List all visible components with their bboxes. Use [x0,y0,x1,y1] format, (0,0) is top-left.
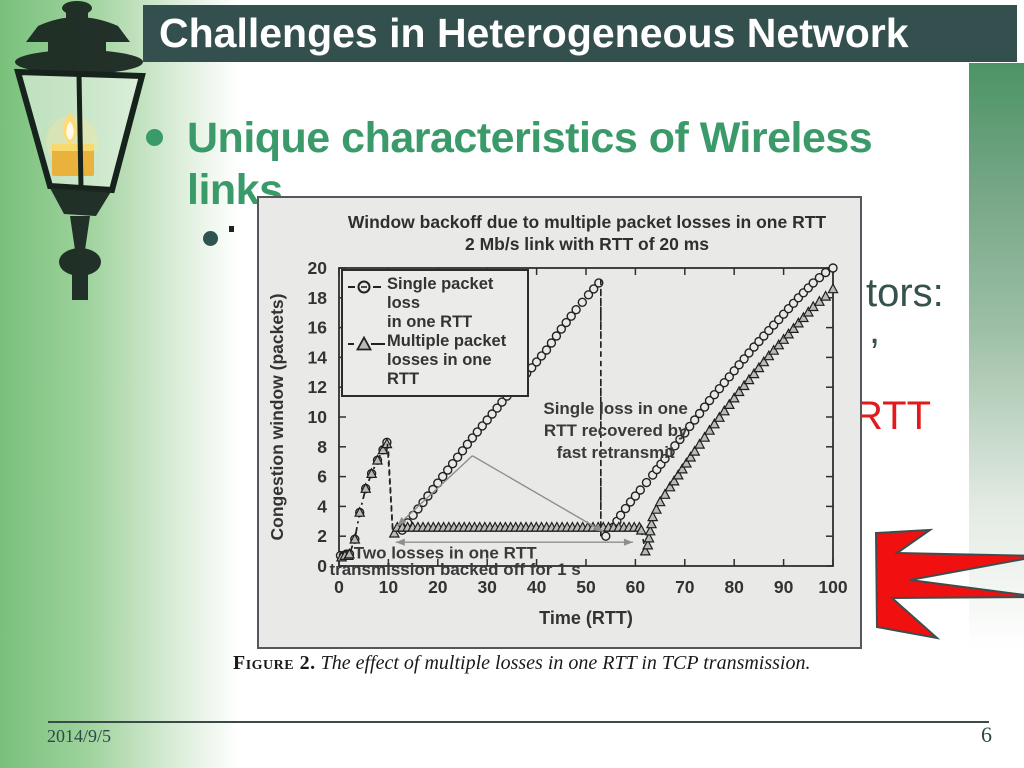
sub-bullet-marker [203,231,218,246]
svg-text:Two losses in one RTT: Two losses in one RTT [354,544,538,563]
svg-text:80: 80 [724,577,744,597]
svg-text:70: 70 [675,577,695,597]
footer-date: 2014/9/5 [47,726,112,746]
svg-text:90: 90 [774,577,794,597]
svg-text:60: 60 [626,577,646,597]
legend-label: Single packet loss in one RTT [387,275,494,331]
chart-title: Window backoff due to multiple packet lo… [347,212,827,232]
svg-text:2: 2 [317,526,327,546]
svg-text:30: 30 [477,577,497,597]
figure-caption-label: Figure 2. [233,652,316,674]
svg-text:0: 0 [334,577,344,597]
occluded-text-fragment-1: tors: [866,271,944,315]
legend-marker-circle-icon [348,280,381,294]
svg-text:6: 6 [317,467,327,487]
svg-text:transmission backed off for 1: transmission backed off for 1 s [329,560,580,579]
svg-text:12: 12 [308,377,328,397]
svg-text:18: 18 [308,288,328,308]
svg-text:4: 4 [317,496,327,516]
svg-text:100: 100 [818,577,847,597]
svg-text:20: 20 [428,577,448,597]
plot-area: 0 10 20 30 40 50 60 70 80 90 100 0 2 4 6 8 10 12 14 16 18 20 T… [267,258,848,628]
svg-text:10: 10 [379,577,399,597]
main-bullet: Unique characteristics of Wireless links [146,112,976,216]
svg-text:Congestion window (packets): Congestion window (packets) [267,294,287,541]
legend-marker-triangle-icon [348,335,385,351]
figure-caption: Figure 2. The effect of multiple losses … [233,652,865,675]
svg-text:14: 14 [308,347,328,367]
svg-text:RTT recovered by: RTT recovered by [544,421,688,440]
svg-text:10: 10 [308,407,328,427]
figure-caption-text: The effect of multiple losses in one RTT… [320,652,811,674]
lantern-image [14,1,146,300]
chart-subtitle: 2 Mb/s link with RTT of 20 ms [464,234,710,254]
svg-text:Single loss in one: Single loss in one [543,399,688,418]
occluded-text-fragment-top [229,226,234,232]
occluded-text-fragment-3: RTT [854,394,932,438]
bullet-marker [146,129,163,146]
svg-text:Time (RTT): Time (RTT) [539,608,633,628]
legend-label: Multiple packet losses in one RTT [387,332,507,388]
svg-text:fast retransmit: fast retransmit [557,443,675,462]
footer-divider [48,721,989,723]
svg-text:40: 40 [527,577,547,597]
svg-text:20: 20 [308,258,328,278]
occluded-text-fragment-2: , [869,308,881,352]
legend-item-single-loss: Single packet loss in one RTT [347,275,523,332]
chart-legend: Single packet loss in one RTT Multiple p… [341,269,529,397]
figure-2-chart: Window backoff due to multiple packet lo… [257,196,862,649]
svg-text:0: 0 [317,556,327,576]
svg-text:8: 8 [317,437,327,457]
svg-text:16: 16 [308,318,328,338]
main-bullet-text: Unique characteristics of Wireless links [187,114,873,214]
slide-title: Challenges in Heterogeneous Network [159,10,909,56]
page-number: 6 [981,722,992,747]
red-starburst-arrow [874,528,1024,640]
slide-title-bar: Challenges in Heterogeneous Network [143,5,1017,62]
legend-item-multiple-loss: Multiple packet losses in one RTT [347,332,523,389]
svg-text:50: 50 [576,577,596,597]
